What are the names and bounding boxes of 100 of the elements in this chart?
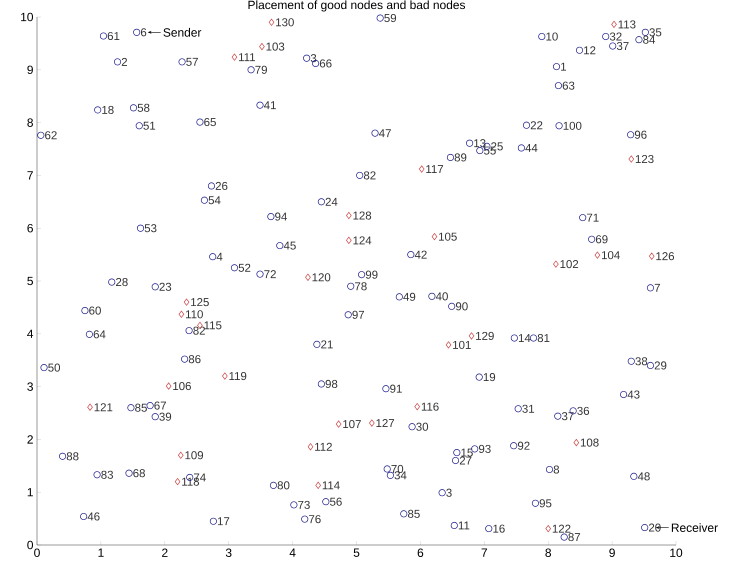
annotation: 21 <box>321 340 333 348</box>
x-tick-label: 10 <box>670 548 682 557</box>
x-tick-label: 9 <box>609 548 615 557</box>
annotation: 28 <box>116 278 128 286</box>
annotation: 130 <box>276 18 294 26</box>
annotation: 27 <box>460 456 472 465</box>
x-tick-label: 6 <box>418 548 424 557</box>
annotation: 34 <box>394 471 406 480</box>
annotation: 117 <box>426 165 444 173</box>
annotation: 50 <box>48 364 60 372</box>
annotation: 90 <box>456 302 468 310</box>
point <box>87 404 93 411</box>
x-tick-label: 7 <box>482 548 488 557</box>
annotation: 57 <box>186 58 198 66</box>
annotation: 106 <box>173 382 191 390</box>
annotation: 67 <box>154 402 166 410</box>
annotation: 121 <box>94 403 112 412</box>
annotation: 68 <box>133 469 145 478</box>
annotation: 76 <box>309 515 321 524</box>
x-tick-label: 3 <box>226 548 232 557</box>
annotation: 37 <box>562 412 574 420</box>
point <box>648 252 654 260</box>
x-tick-label: 2 <box>162 548 168 557</box>
annotation: 46 <box>88 512 100 521</box>
annotation: 3 <box>446 488 452 497</box>
point <box>166 382 172 390</box>
annotation: 19 <box>484 373 496 382</box>
point <box>305 274 311 281</box>
annotation: 30 <box>416 422 428 431</box>
annotation: 17 <box>218 517 230 526</box>
annotation: 111 <box>239 53 256 62</box>
annotation: 52 <box>238 264 250 272</box>
y-tick-label: 1 <box>28 488 33 496</box>
annotation: 39 <box>159 412 172 421</box>
x-tick-label: 0 <box>34 548 40 557</box>
annotation: 13 <box>474 139 486 148</box>
annotation: 63 <box>562 82 574 90</box>
annotation: 47 <box>379 129 391 138</box>
annotation: 15 <box>461 448 473 457</box>
annotation: 97 <box>352 310 364 319</box>
point <box>553 260 559 268</box>
annotation: 8 <box>554 465 560 474</box>
point <box>414 403 420 410</box>
annotation: 126 <box>656 252 674 260</box>
point <box>446 341 452 348</box>
annotation: 37 <box>616 42 629 50</box>
point <box>308 443 314 450</box>
annotation: 82 <box>364 171 376 180</box>
annotation: 72 <box>264 270 276 278</box>
annotation: 49 <box>403 292 416 301</box>
annotation: 105 <box>439 232 457 241</box>
y-tick-label: 2 <box>27 435 33 444</box>
annotation: 31 <box>522 404 534 413</box>
annotation: Sender <box>163 28 202 37</box>
annotation: 96 <box>634 130 647 139</box>
annotation: 122 <box>552 524 570 533</box>
annotation: 14 <box>518 334 530 342</box>
annotation: 85 <box>408 510 420 518</box>
annotation: 94 <box>275 212 287 221</box>
annotation: 7 <box>654 284 660 292</box>
annotation: 78 <box>355 282 367 290</box>
annotation: 73 <box>298 500 310 509</box>
annotation: 48 <box>638 472 650 480</box>
annotation: 120 <box>312 273 330 282</box>
annotation: 41 <box>264 101 276 110</box>
annotation: 38 <box>635 357 648 366</box>
annotation: 43 <box>628 390 640 399</box>
annotation: 42 <box>414 250 427 259</box>
annotation: 35 <box>649 28 662 36</box>
annotation: 89 <box>454 153 466 162</box>
annotation: 12 <box>584 46 596 54</box>
point <box>184 298 190 306</box>
point <box>574 439 580 446</box>
point <box>174 478 180 486</box>
annotation: 59 <box>384 14 396 22</box>
annotation: 65 <box>204 118 216 126</box>
annotation: 95 <box>540 499 552 508</box>
annotation: Receiver <box>672 523 718 532</box>
annotation: 80 <box>278 481 290 490</box>
annotation: 79 <box>255 66 267 74</box>
annotation: 70 <box>391 464 404 474</box>
annotation: 81 <box>538 334 550 342</box>
annotation: 60 <box>89 306 101 315</box>
annotation: 66 <box>320 59 332 68</box>
point <box>346 212 352 220</box>
point <box>336 420 342 428</box>
annotation: 109 <box>185 451 204 460</box>
point <box>222 372 228 380</box>
annotation: 22 <box>530 121 542 130</box>
annotation: 125 <box>191 298 209 306</box>
x-tick-label: 1 <box>98 548 104 557</box>
annotation: 3 <box>310 54 316 62</box>
annotation: 93 <box>478 444 491 453</box>
annotation: 113 <box>618 20 636 28</box>
annotation: 100 <box>564 122 582 130</box>
annotation: 54 <box>208 196 221 204</box>
point <box>178 452 184 459</box>
annotation: 107 <box>343 420 361 428</box>
annotation: 10 <box>546 32 558 41</box>
point <box>232 54 238 61</box>
